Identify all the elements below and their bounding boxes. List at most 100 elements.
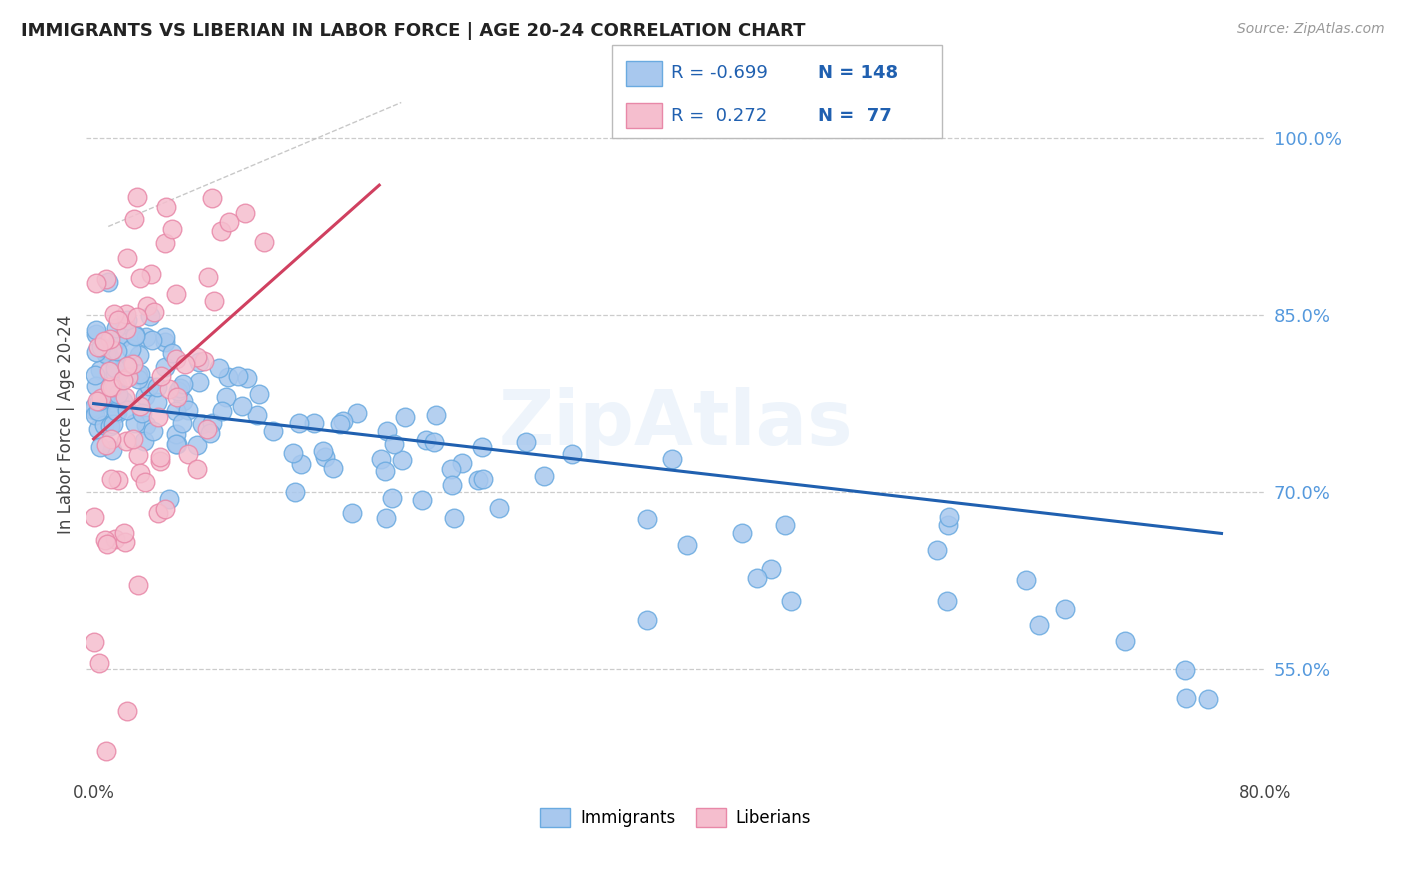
Point xyxy=(122,357,145,371)
Point xyxy=(96,536,118,550)
Point xyxy=(197,269,219,284)
Point xyxy=(128,466,150,480)
Point xyxy=(636,614,658,628)
Point xyxy=(935,594,957,608)
Point xyxy=(89,440,111,454)
Point xyxy=(138,309,160,323)
Point xyxy=(87,404,110,418)
Point xyxy=(94,533,117,547)
Point xyxy=(187,26,209,40)
Point xyxy=(145,380,167,394)
Point xyxy=(110,331,132,345)
Point xyxy=(100,432,122,446)
Point xyxy=(377,424,399,438)
Point xyxy=(208,360,231,375)
Point xyxy=(101,379,124,393)
Point xyxy=(346,406,368,420)
Point xyxy=(177,446,200,460)
Point xyxy=(533,469,555,483)
Point xyxy=(115,321,138,335)
Point xyxy=(104,361,127,376)
Point xyxy=(247,387,270,401)
Point xyxy=(117,370,139,384)
Point xyxy=(83,402,105,417)
Point xyxy=(107,406,129,420)
Point xyxy=(86,276,108,290)
Point xyxy=(100,395,122,409)
Point xyxy=(204,294,226,309)
Point xyxy=(157,382,180,396)
Point xyxy=(780,594,803,608)
Point xyxy=(89,363,111,377)
Point xyxy=(149,368,172,383)
Point xyxy=(443,511,465,525)
Text: IMMIGRANTS VS LIBERIAN IN LABOR FORCE | AGE 20-24 CORRELATION CHART: IMMIGRANTS VS LIBERIAN IN LABOR FORCE | … xyxy=(21,22,806,40)
Point xyxy=(114,308,136,322)
Point xyxy=(90,340,112,354)
Point xyxy=(107,313,129,327)
Point xyxy=(141,333,163,347)
Point xyxy=(215,390,238,404)
Text: ZipAtlas: ZipAtlas xyxy=(499,387,853,461)
Point xyxy=(86,394,108,409)
Point xyxy=(1015,573,1038,587)
Point xyxy=(172,376,194,391)
Point xyxy=(411,492,433,507)
Point xyxy=(253,235,276,249)
Point xyxy=(236,371,259,385)
Point xyxy=(936,518,959,533)
Point xyxy=(233,206,256,220)
Point xyxy=(122,211,145,226)
Point xyxy=(166,436,188,450)
Point xyxy=(107,474,129,488)
Point xyxy=(211,404,233,418)
Point xyxy=(188,375,211,389)
Point xyxy=(200,426,222,441)
Point xyxy=(141,267,163,281)
Point xyxy=(165,352,187,367)
Point xyxy=(1028,617,1050,632)
Point xyxy=(100,343,122,358)
Point xyxy=(131,406,153,420)
Point xyxy=(98,332,121,346)
Point xyxy=(146,507,169,521)
Point xyxy=(394,409,416,424)
Point xyxy=(173,357,195,371)
Point xyxy=(138,379,160,393)
Point xyxy=(136,299,159,313)
Point xyxy=(636,512,658,526)
Point xyxy=(105,321,128,335)
Point xyxy=(157,491,180,506)
Point xyxy=(121,432,143,446)
Point xyxy=(188,354,211,368)
Point xyxy=(132,434,155,449)
Point xyxy=(84,326,107,341)
Point xyxy=(160,221,183,235)
Point xyxy=(125,310,148,324)
Point xyxy=(127,578,149,592)
Point xyxy=(127,372,149,386)
Point xyxy=(226,369,249,384)
Point xyxy=(134,475,156,489)
Point xyxy=(153,501,176,516)
Point xyxy=(149,453,172,467)
Point xyxy=(467,473,489,487)
Point xyxy=(146,395,169,409)
Point xyxy=(107,332,129,346)
Point xyxy=(193,353,215,368)
Point xyxy=(124,329,146,343)
Point xyxy=(93,418,115,433)
Point xyxy=(375,510,398,524)
Point xyxy=(217,369,239,384)
Text: R =  0.272: R = 0.272 xyxy=(671,107,766,125)
Point xyxy=(186,437,208,451)
Point xyxy=(84,368,107,383)
Text: R = -0.699: R = -0.699 xyxy=(671,64,768,82)
Point xyxy=(104,379,127,393)
Point xyxy=(128,348,150,362)
Point xyxy=(745,571,768,585)
Point xyxy=(195,422,218,436)
Point xyxy=(93,334,115,348)
Point xyxy=(103,417,125,431)
Point xyxy=(84,408,107,422)
